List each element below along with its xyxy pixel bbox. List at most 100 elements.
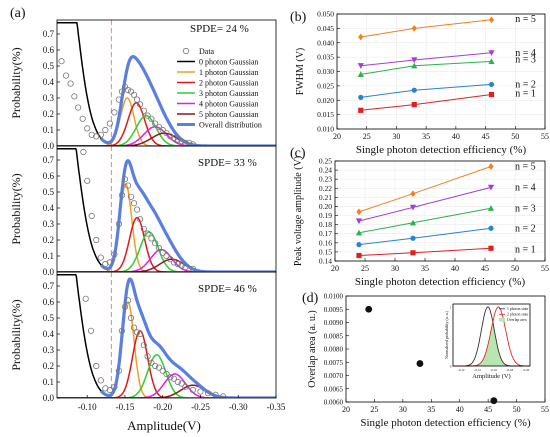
y-tick-label: 0.6 <box>43 297 55 307</box>
data-point <box>133 329 141 336</box>
data-point <box>84 177 91 184</box>
gaussian-3-curve <box>57 354 276 398</box>
data-point-marker <box>411 57 418 64</box>
subplot-spde-46: 0.0 0.1 0.2 0.3 0.4 0.5 0.6 0.7 Probability(%) SP… <box>9 271 277 403</box>
data-point <box>365 305 373 313</box>
inset-y-axis-label: Normalized probability (a. u.) <box>444 310 449 359</box>
data-point <box>178 262 185 269</box>
data-point <box>170 259 178 266</box>
data-point <box>182 264 189 271</box>
y-tick-label: 0.0075 <box>324 359 344 367</box>
subplot-spde-33: 0.0 0.1 0.2 0.3 0.4 0.5 0.6 0.7 Probability(%) SP… <box>9 145 277 277</box>
series-label: n = 5 <box>515 14 536 25</box>
series-label: n = 2 <box>515 223 536 234</box>
inset-legend-label: 2 photon state <box>507 313 529 317</box>
data-point <box>130 91 138 98</box>
data-point-marker <box>488 58 495 65</box>
legend-label: 3 photon Gaussian <box>199 89 259 98</box>
data-point <box>58 58 65 65</box>
x-tick-label: 55 <box>541 264 549 273</box>
series-label: n = 4 <box>515 182 536 193</box>
data-point-marker <box>355 229 363 236</box>
data-point-marker <box>409 204 417 211</box>
data-point <box>148 359 155 366</box>
data-point-marker <box>410 190 416 198</box>
y-tick-label: 0.3 <box>43 93 55 103</box>
x-tick-label: -0.15 <box>116 402 135 412</box>
data-point-marker <box>488 245 494 251</box>
data-point <box>130 200 138 207</box>
x-tick-label: -0.35 <box>267 402 286 412</box>
x-tick-label: 20 <box>333 132 341 141</box>
y-tick-label: 0.14 <box>319 257 332 266</box>
data-point <box>97 377 104 384</box>
axes-frame <box>334 160 546 262</box>
data-point <box>182 383 189 390</box>
gaussian-0-curve <box>57 274 110 398</box>
inset-chart: -0.12 -0.14 -0.16 -0.18 -0.20 0 1 Amplitude (V)… <box>444 302 532 380</box>
y-tick-label: 0.6 <box>43 45 55 55</box>
y-tick-label: 0.23 <box>319 175 332 184</box>
x-tick-label: -0.10 <box>78 402 97 412</box>
data-point <box>163 130 170 137</box>
panel-a-label: (a) <box>10 6 26 21</box>
y-tick-label: 0.0085 <box>324 332 344 340</box>
panel-b-label: (b) <box>290 10 307 25</box>
data-point-marker <box>411 101 417 108</box>
y-tick-label: 0.0 <box>43 267 55 277</box>
data-point <box>93 362 100 370</box>
gaussian-5-curve <box>57 132 276 146</box>
y-tick-label: 0.020 <box>317 96 334 105</box>
data-point-marker <box>357 63 364 69</box>
y-tick-label: 0.1 <box>43 377 54 387</box>
y-tick-label: 0.4 <box>43 329 55 339</box>
data-point-marker <box>357 71 364 77</box>
inset-x-tick-label: -0.16 <box>490 368 497 372</box>
data-point <box>111 109 118 116</box>
panel-d-label: (d) <box>302 291 319 306</box>
y-axis-label: Peak voltage amplitude (V) <box>293 156 304 266</box>
gaussian-4-curve <box>57 126 276 146</box>
data-point <box>140 225 147 232</box>
y-tick-label: 0.3 <box>43 219 55 229</box>
y-tick-label: 0.7 <box>43 281 55 291</box>
x-tick-label: 45 <box>482 132 490 141</box>
y-axis-label: Probability(%) <box>9 173 23 244</box>
data-point <box>159 249 166 256</box>
data-point <box>167 133 174 140</box>
x-tick-label: 20 <box>342 405 350 414</box>
panel-c-peak-voltage: 0.140.150.160.170.180.190.200.210.220.23… <box>293 156 549 288</box>
data-point <box>102 126 109 134</box>
y-tick-label: 0.035 <box>317 53 334 62</box>
data-point <box>140 342 147 349</box>
data-point <box>189 386 197 394</box>
y-tick-label: 0.4 <box>43 203 55 213</box>
data-point <box>106 386 113 394</box>
data-point <box>144 112 151 119</box>
data-point <box>97 131 104 138</box>
y-tick-label: 0.7 <box>43 29 55 39</box>
data-point <box>170 134 178 142</box>
y-axis-label: Probability(%) <box>9 299 23 370</box>
data-point <box>111 251 118 258</box>
data-point <box>174 136 181 143</box>
inset-x-tick-label: -0.20 <box>523 368 530 372</box>
y-tick-label: 0.7 <box>43 155 55 165</box>
series-label: n = 3 <box>515 54 536 65</box>
x-axis: -0.10 -0.15 -0.20 -0.25 -0.30 -0.35 <box>78 395 286 412</box>
x-tick-label: -0.20 <box>153 402 172 412</box>
gaussian-2-curve <box>57 216 276 272</box>
y-tick-label: 0.0 <box>43 141 55 151</box>
x-tick-label: 50 <box>513 405 521 414</box>
inset-legend-label: Overlap area <box>507 318 527 322</box>
data-point <box>118 327 126 334</box>
data-point <box>118 88 126 95</box>
data-point <box>174 260 181 268</box>
gaussian-1-curve <box>57 301 276 398</box>
data-point-marker <box>358 107 364 113</box>
data-point-marker <box>488 91 495 98</box>
data-point <box>67 80 74 87</box>
data-point <box>144 353 151 360</box>
data-point-marker <box>356 242 362 248</box>
data-point <box>140 107 147 114</box>
